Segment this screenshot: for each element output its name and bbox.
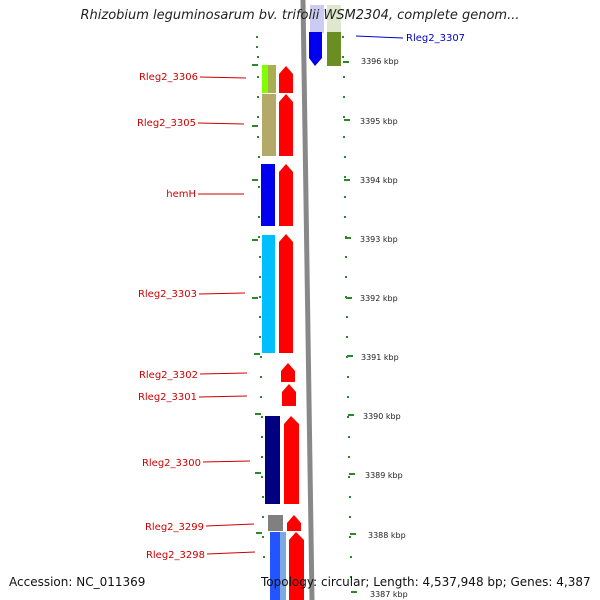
gene-arrow-rleg2-3303[interactable] bbox=[279, 234, 293, 353]
gene-arrow-rleg2-3298[interactable] bbox=[289, 532, 304, 600]
scale-label: 3396 kbp bbox=[361, 57, 399, 66]
scale-label: 3392 kbp bbox=[360, 294, 398, 303]
scale-label: 3395 kbp bbox=[360, 117, 398, 126]
scale-label: 3393 kbp bbox=[360, 235, 398, 244]
gene-label-rleg2-3301[interactable]: Rleg2_3301 bbox=[138, 392, 197, 403]
left-major-ticks bbox=[252, 64, 262, 534]
feature-faded-green-top bbox=[327, 5, 341, 33]
gene-arrow-rleg2-3307[interactable] bbox=[309, 32, 322, 66]
scale-label: 3394 kbp bbox=[360, 176, 398, 185]
gene-arrow-rleg2-3299[interactable] bbox=[287, 515, 301, 531]
gene-label-rleg2-3303[interactable]: Rleg2_3303 bbox=[138, 289, 197, 300]
gene-label-rleg2-3306[interactable]: Rleg2_3306 bbox=[139, 72, 198, 83]
right-major-ticks bbox=[343, 61, 357, 593]
label-leader-rleg2-3307 bbox=[355, 35, 404, 39]
scale-label: 3389 kbp bbox=[365, 471, 403, 480]
feature-lime bbox=[262, 65, 268, 93]
gene-label-rleg2-3298[interactable]: Rleg2_3298 bbox=[146, 550, 205, 561]
gene-label-rleg2-3299[interactable]: Rleg2_3299 bbox=[145, 522, 204, 533]
feature-faded-top bbox=[310, 5, 324, 33]
gene-arrow-rleg2-3301[interactable] bbox=[282, 384, 296, 406]
gene-label-rleg2-3307[interactable]: Rleg2_3307 bbox=[406, 33, 465, 44]
genome-title: Rhizobium leguminosarum bv. trifolii WSM… bbox=[80, 8, 520, 23]
gene-label-rleg2-3300[interactable]: Rleg2_3300 bbox=[142, 458, 201, 469]
scale-label: 3388 kbp bbox=[368, 531, 406, 540]
feature-blue-bottom bbox=[270, 532, 280, 600]
gene-arrow-rleg2-3306[interactable] bbox=[279, 66, 293, 93]
feature-green-top bbox=[327, 32, 341, 66]
left-top-tick-column bbox=[256, 36, 265, 558]
genome-summary: Topology: circular; Length: 4,537,948 bp… bbox=[261, 575, 591, 589]
accession-label: Accession: NC_011369 bbox=[9, 575, 146, 589]
right-tick-column bbox=[342, 36, 352, 578]
scale-label: 3387 kbp bbox=[370, 590, 408, 599]
label-leaders bbox=[197, 76, 256, 555]
feature-cyan bbox=[262, 235, 275, 353]
feature-grey bbox=[268, 515, 283, 531]
feature-blue-hemh bbox=[261, 164, 275, 226]
feature-lightblue-bottom bbox=[280, 532, 286, 600]
feature-khaki bbox=[262, 94, 276, 156]
gene-arrow-hemh[interactable] bbox=[279, 164, 293, 226]
gene-label-rleg2-3302[interactable]: Rleg2_3302 bbox=[139, 370, 198, 381]
scale-label: 3391 kbp bbox=[361, 353, 399, 362]
gene-arrow-rleg2-3305[interactable] bbox=[279, 94, 293, 156]
gene-label-rleg2-3305[interactable]: Rleg2_3305 bbox=[137, 118, 196, 129]
scale-label: 3390 kbp bbox=[363, 412, 401, 421]
feature-navy bbox=[265, 416, 280, 504]
sequence-backbone bbox=[300, 0, 315, 600]
feature-olive bbox=[268, 65, 276, 93]
gene-label-hemh[interactable]: hemH bbox=[166, 189, 196, 200]
gene-arrow-rleg2-3302[interactable] bbox=[281, 363, 295, 382]
gene-arrow-rleg2-3300[interactable] bbox=[284, 416, 299, 504]
